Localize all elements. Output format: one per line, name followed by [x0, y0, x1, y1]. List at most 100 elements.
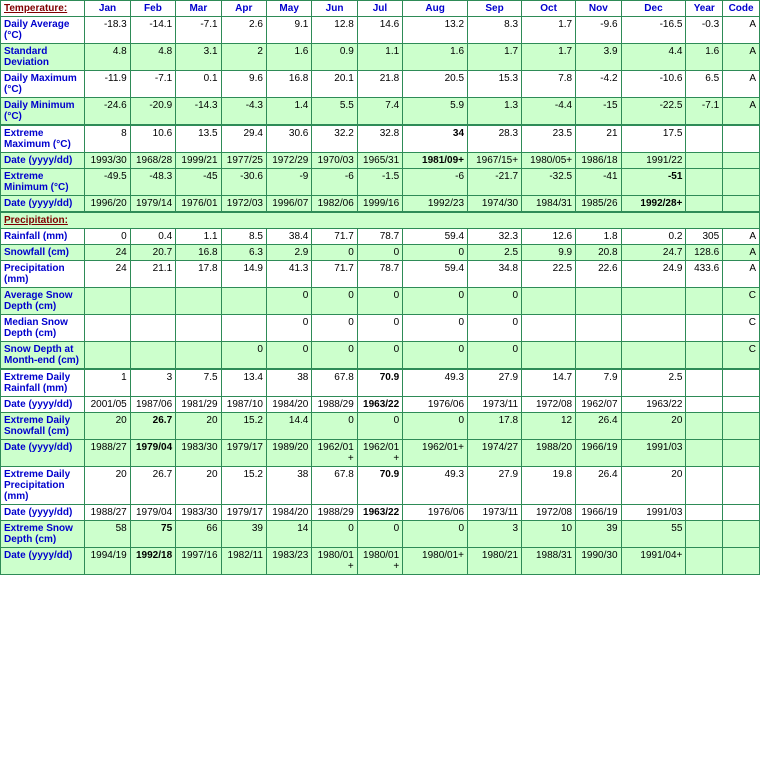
cell: 1965/31: [357, 153, 402, 169]
cell: 66: [176, 521, 221, 548]
cell: [85, 315, 130, 342]
cell: 70.9: [357, 369, 402, 397]
cell: 0.1: [176, 71, 221, 98]
cell: 1962/01+: [403, 440, 468, 467]
cell: [723, 397, 760, 413]
cell: -7.1: [130, 71, 175, 98]
climate-table: Temperature:JanFebMarAprMayJunJulAugSepO…: [0, 0, 760, 575]
cell: 21: [576, 125, 621, 153]
cell: [176, 315, 221, 342]
col-jul: Jul: [357, 1, 402, 17]
cell: 14.9: [221, 261, 266, 288]
cell: 1991/03: [621, 440, 686, 467]
cell: 28.3: [468, 125, 522, 153]
cell: 7.5: [176, 369, 221, 397]
table-row: Extreme Daily Snowfall (cm)2026.72015.21…: [1, 413, 760, 440]
cell: 0: [403, 521, 468, 548]
cell: 1996/07: [266, 196, 311, 213]
cell: 17.5: [621, 125, 686, 153]
cell: 1.4: [266, 98, 311, 126]
cell: 78.7: [357, 229, 402, 245]
cell: 3.9: [576, 44, 621, 71]
cell: 75: [130, 521, 175, 548]
cell: 0: [357, 521, 402, 548]
cell: -30.6: [221, 169, 266, 196]
cell: 58: [85, 521, 130, 548]
cell: 20: [621, 413, 686, 440]
cell: 71.7: [312, 261, 357, 288]
row-label: Standard Deviation: [1, 44, 85, 71]
cell: 1.6: [403, 44, 468, 71]
section-precipitation-link[interactable]: Precipitation:: [4, 215, 68, 226]
cell: -24.6: [85, 98, 130, 126]
cell: [723, 467, 760, 505]
cell: -22.5: [621, 98, 686, 126]
cell: 20.1: [312, 71, 357, 98]
cell: [130, 288, 175, 315]
cell: 15.2: [221, 467, 266, 505]
cell: 14.4: [266, 413, 311, 440]
cell: [723, 440, 760, 467]
cell: 1993/30: [85, 153, 130, 169]
cell: 1979/17: [221, 440, 266, 467]
row-label: Date (yyyy/dd): [1, 440, 85, 467]
cell: 34: [403, 125, 468, 153]
cell: 1980/01+: [357, 548, 402, 575]
cell: -16.5: [621, 17, 686, 44]
cell: 1999/16: [357, 196, 402, 213]
cell: 24.9: [621, 261, 686, 288]
cell: [686, 369, 723, 397]
cell: [723, 521, 760, 548]
cell: [686, 467, 723, 505]
table-row: Date (yyyy/dd)1988/271979/041983/301979/…: [1, 505, 760, 521]
table-row: Date (yyyy/dd)2001/051987/061981/291987/…: [1, 397, 760, 413]
col-apr: Apr: [221, 1, 266, 17]
cell: 1988/31: [522, 548, 576, 575]
row-label: Extreme Maximum (°C): [1, 125, 85, 153]
cell: 1989/20: [266, 440, 311, 467]
table-row: Average Snow Depth (cm)00000C: [1, 288, 760, 315]
cell: 1984/20: [266, 397, 311, 413]
cell: 1991/22: [621, 153, 686, 169]
cell: 41.3: [266, 261, 311, 288]
cell: [686, 521, 723, 548]
section-temperature-link[interactable]: Temperature:: [4, 3, 67, 14]
cell: -9: [266, 169, 311, 196]
table-row: Daily Maximum (°C)-11.9-7.10.19.616.820.…: [1, 71, 760, 98]
cell: [221, 315, 266, 342]
cell: 0: [266, 288, 311, 315]
row-label: Median Snow Depth (cm): [1, 315, 85, 342]
cell: 29.4: [221, 125, 266, 153]
cell: 27.9: [468, 369, 522, 397]
cell: 17.8: [468, 413, 522, 440]
cell: 59.4: [403, 261, 468, 288]
cell: 128.6: [686, 245, 723, 261]
cell: 1988/27: [85, 505, 130, 521]
cell: 21.1: [130, 261, 175, 288]
cell: [686, 153, 723, 169]
row-label: Extreme Snow Depth (cm): [1, 521, 85, 548]
cell: [723, 369, 760, 397]
cell: 20: [85, 413, 130, 440]
row-label: Daily Maximum (°C): [1, 71, 85, 98]
cell: 1980/21: [468, 548, 522, 575]
cell: 0: [357, 413, 402, 440]
cell: 1962/01+: [312, 440, 357, 467]
col-dec: Dec: [621, 1, 686, 17]
cell: 13.5: [176, 125, 221, 153]
cell: 1988/29: [312, 505, 357, 521]
table-row: Rainfall (mm)00.41.18.538.471.778.759.43…: [1, 229, 760, 245]
cell: -7.1: [176, 17, 221, 44]
cell: 1999/21: [176, 153, 221, 169]
cell: [621, 315, 686, 342]
row-label: Date (yyyy/dd): [1, 196, 85, 213]
cell: 49.3: [403, 467, 468, 505]
cell: 1967/15+: [468, 153, 522, 169]
cell: -32.5: [522, 169, 576, 196]
cell: 5.5: [312, 98, 357, 126]
cell: 39: [576, 521, 621, 548]
cell: C: [723, 342, 760, 370]
row-label: Date (yyyy/dd): [1, 548, 85, 575]
cell: 433.6: [686, 261, 723, 288]
cell: 3: [468, 521, 522, 548]
